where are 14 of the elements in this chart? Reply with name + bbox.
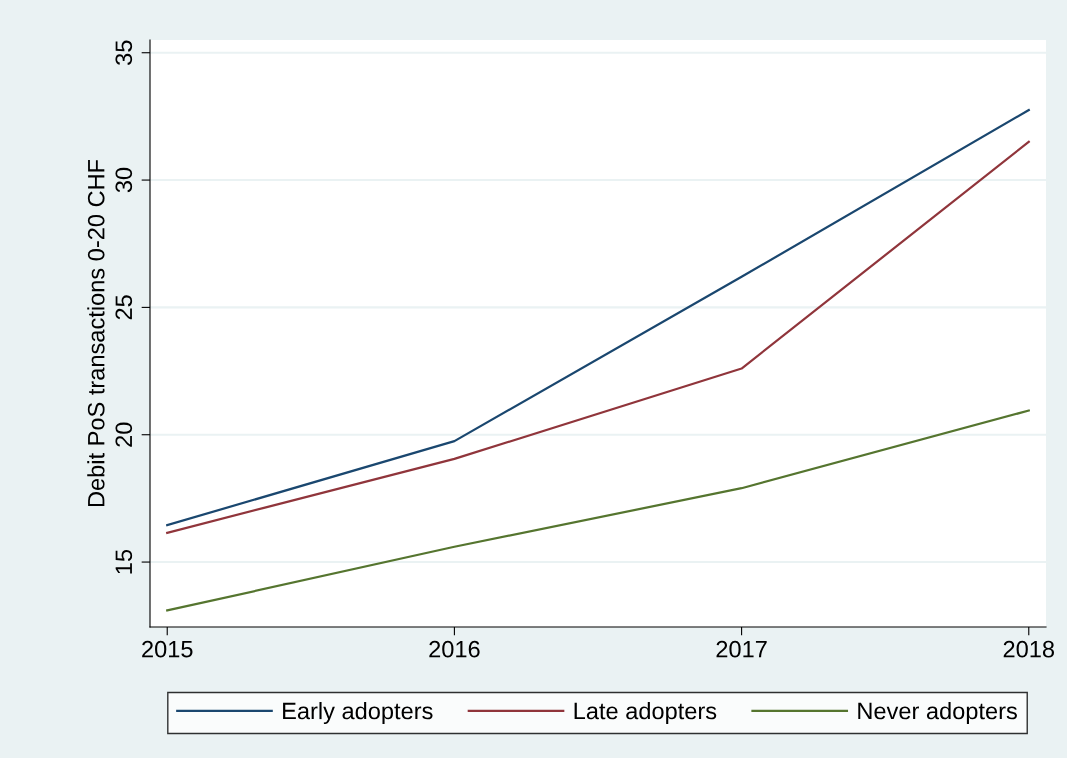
- y-tick-label: 20: [115, 422, 133, 447]
- line-series: [166, 409, 1030, 612]
- y-tick-label: 35: [115, 40, 133, 65]
- legend-label: Late adopters: [574, 701, 717, 725]
- y-tick-label: 30: [115, 167, 133, 193]
- x-tick-label: 2017: [716, 640, 767, 658]
- x-tick-label: 2018: [1003, 640, 1055, 658]
- y-tick-label: 15: [115, 549, 133, 574]
- x-tick-label: 2015: [142, 640, 193, 658]
- legend-label: Never adopters: [858, 701, 1017, 725]
- legend-label: Early adopters: [283, 701, 433, 725]
- y-tick-label: 25: [115, 295, 133, 320]
- y-axis-title: Debit PoS transactions 0-20 CHF: [87, 159, 105, 507]
- x-tick-label: 2016: [429, 640, 480, 658]
